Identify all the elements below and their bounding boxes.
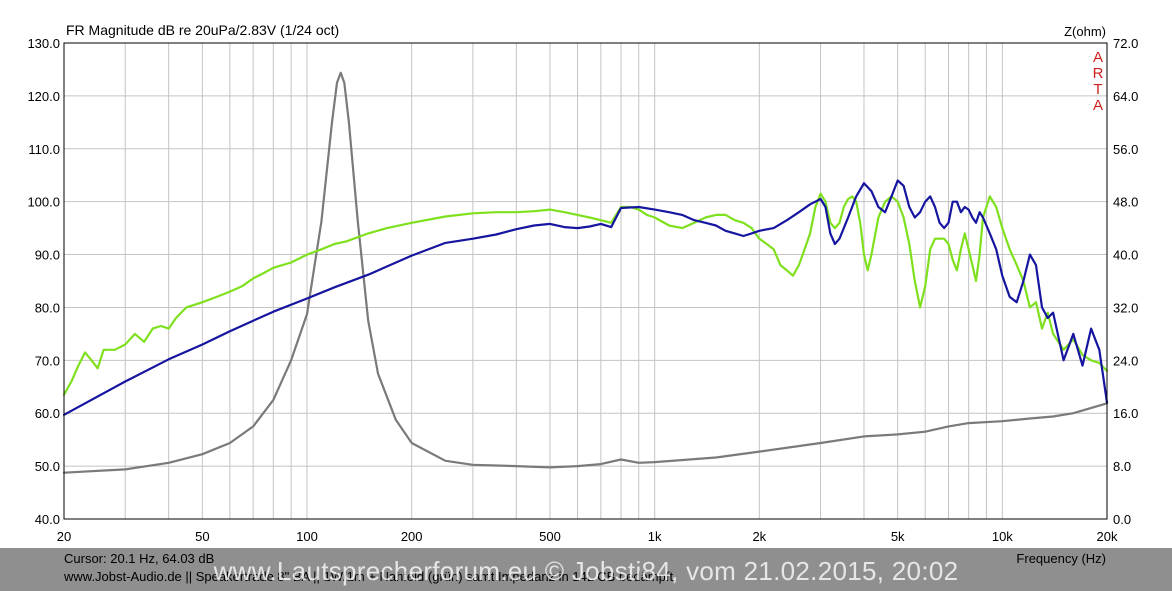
y-tick-label: 110.0 [28, 142, 60, 157]
y2-axis-label: Z(ohm) [1064, 24, 1106, 39]
y-tick-label: 100.0 [27, 195, 60, 210]
y-tick-label: 60.0 [35, 406, 60, 421]
y2-tick-label: 48.0 [1113, 195, 1138, 210]
brand-letter: A [1093, 49, 1103, 66]
cursor-readout: Cursor: 20.1 Hz, 64.03 dB [64, 551, 215, 566]
x-tick-label: 100 [296, 529, 318, 544]
footer-band [0, 548, 1172, 591]
chart-title: FR Magnitude dB re 20uPa/2.83V (1/24 oct… [66, 22, 339, 38]
y-tick-label: 120.0 [27, 89, 60, 104]
x-tick-label: 20k [1097, 529, 1118, 544]
x-tick-label: 50 [195, 529, 209, 544]
y-tick-label: 90.0 [35, 248, 60, 263]
y2-tick-label: 24.0 [1113, 353, 1138, 368]
series-line-1 [62, 179, 1109, 416]
x-axis-label: Frequency (Hz) [1016, 551, 1106, 566]
series-line-0 [62, 192, 1109, 396]
y-tick-label: 40.0 [35, 512, 60, 527]
y-tick-label: 130.0 [27, 36, 60, 51]
x-tick-label: 2k [752, 529, 766, 544]
series-group [62, 71, 1109, 474]
y-tick-label: 80.0 [35, 300, 60, 315]
y2-tick-label: 0.0 [1113, 512, 1131, 527]
brand-letter: T [1093, 81, 1102, 98]
footer-info: Cursor: 20.1 Hz, 64.03 dB www.Jobst-Audi… [64, 550, 673, 586]
watermark: www.Lautsprecherforum.eu © Jobsti84, vom… [213, 556, 959, 586]
y2-tick-label: 16.0 [1113, 406, 1138, 421]
y2-tick-label: 32.0 [1113, 300, 1138, 315]
axes: 130.0 120.0 110.0 100.0 90.0 80.0 70.0 60.0 50.0… [27, 36, 1138, 544]
x-tick-label: 200 [401, 529, 423, 544]
series-line-2 [62, 71, 1109, 474]
y2-tick-label: 56.0 [1113, 142, 1138, 157]
plot-frame [63, 42, 1108, 520]
y-tick-label: 70.0 [35, 353, 60, 368]
y-tick-label: 50.0 [35, 459, 60, 474]
x-tick-label: 500 [539, 529, 561, 544]
brand-letter: R [1093, 65, 1104, 82]
y2-tick-label: 40.0 [1113, 248, 1138, 263]
x-tick-label: 5k [891, 529, 905, 544]
y2-tick-label: 8.0 [1113, 459, 1131, 474]
brand-letter: A [1093, 97, 1103, 114]
x-tick-label: 20 [57, 529, 71, 544]
y2-tick-label: 72.0 [1113, 36, 1138, 51]
y2-tick-label: 64.0 [1113, 89, 1138, 104]
measurement-info: www.Jobst-Audio.de || Speakertrade 8" BA… [64, 569, 674, 584]
x-tick-label: 10k [992, 529, 1013, 544]
frequency-response-chart: 130.0 120.0 110.0 100.0 90.0 80.0 70.0 60.0 50.0… [27, 22, 1138, 544]
x-tick-label: 1k [648, 529, 662, 544]
